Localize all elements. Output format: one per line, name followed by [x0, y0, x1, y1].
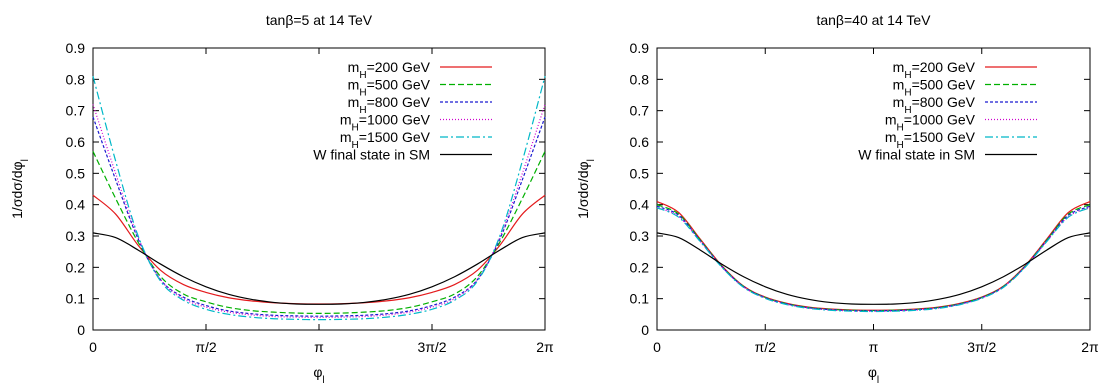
legend-label: mH=800 GeV [348, 94, 431, 116]
y-tick-label: 0 [641, 322, 649, 338]
plot-frame [92, 47, 546, 331]
y-tick-label: 0 [77, 322, 85, 338]
series-line-6 [92, 232, 546, 305]
legend-label: mH=500 GeV [348, 77, 431, 99]
x-tick-label: 0 [653, 339, 661, 355]
y-tick-label: 0.7 [66, 103, 86, 119]
series-line-2 [92, 151, 546, 314]
series-line-4 [656, 207, 1091, 312]
x-tick-label: π/2 [755, 339, 777, 355]
y-tick-label: 0.8 [630, 71, 650, 87]
series-line-4 [92, 104, 546, 319]
x-tick-label: 3π/2 [967, 339, 996, 355]
y-tick-label: 0.3 [630, 228, 650, 244]
chart-panel-1: tanβ=5 at 14 TeV 0 0.1 0.2 0.3 0.4 0.5 0.6 0.7 0.… [9, 12, 554, 383]
x-tick-label: π [314, 339, 324, 355]
y-axis-label: 1/σdσ/dφl [575, 159, 597, 219]
x-tick-label: 2π [536, 339, 554, 355]
y-tick-label: 0.2 [630, 259, 650, 275]
x-tick-label: 2π [1081, 339, 1099, 355]
chart-title: tanβ=5 at 14 TeV [266, 12, 373, 28]
legend-label: mH=500 GeV [893, 77, 976, 99]
series-line-2 [656, 204, 1091, 312]
legend-label: W final state in SM [858, 147, 975, 163]
x-axis-label: φl [868, 364, 879, 383]
x-axis-label: φl [313, 364, 324, 383]
chart-title: tanβ=40 at 14 TeV [816, 12, 931, 28]
y-tick-label: 0.9 [66, 40, 86, 56]
y-tick-label: 0.4 [630, 197, 650, 213]
y-tick-label: 0.6 [630, 134, 650, 150]
legend-label: W final state in SM [313, 147, 430, 163]
y-tick-label: 0.8 [66, 71, 86, 87]
series-line-3 [656, 205, 1091, 312]
series-line-1 [92, 194, 546, 305]
y-tick-label: 0.1 [630, 291, 650, 307]
series-line-5 [92, 76, 546, 321]
y-tick-label: 0.1 [66, 291, 86, 307]
y-tick-label: 0.9 [630, 40, 650, 56]
series-line-5 [656, 207, 1091, 313]
x-tick-label: 0 [89, 339, 97, 355]
series-line-6 [656, 232, 1091, 305]
legend-label: mH=1000 GeV [885, 112, 976, 134]
y-tick-label: 0.5 [630, 165, 650, 181]
x-tick-label: π [869, 339, 879, 355]
y-tick-label: 0.2 [66, 259, 86, 275]
x-tick-label: 3π/2 [417, 339, 446, 355]
x-tick-label: π/2 [195, 339, 217, 355]
series-line-1 [656, 200, 1091, 311]
legend-label: mH=200 GeV [893, 59, 976, 81]
y-tick-label: 0.7 [630, 103, 650, 119]
y-tick-label: 0.5 [66, 165, 86, 181]
y-tick-label: 0.3 [66, 228, 86, 244]
y-tick-label: 0.4 [66, 197, 86, 213]
legend-label: mH=1000 GeV [340, 112, 431, 134]
y-tick-label: 0.6 [66, 134, 86, 150]
plot-frame [656, 47, 1091, 331]
legend-label: mH=800 GeV [893, 94, 976, 116]
legend-label: mH=1500 GeV [885, 129, 976, 151]
y-axis-label: 1/σdσ/dφl [9, 159, 31, 219]
legend-label: mH=200 GeV [348, 59, 431, 81]
chart-panel-2: tanβ=40 at 14 TeV 0 0.1 0.2 0.3 0.4 0.5 0.6 0.7 0… [575, 12, 1099, 383]
legend-label: mH=1500 GeV [340, 129, 431, 151]
